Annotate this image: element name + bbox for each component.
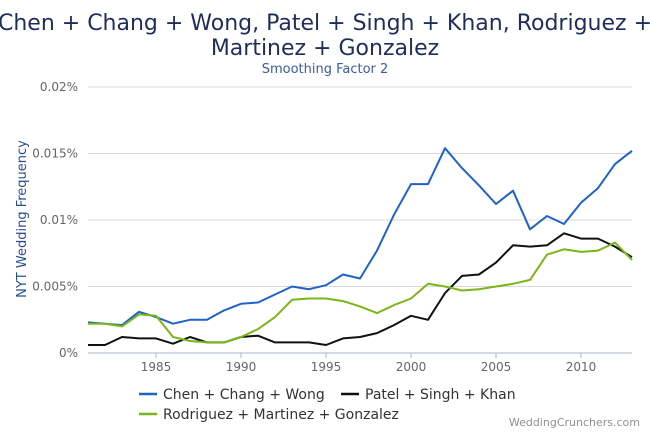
y-tick-label: 0.015%	[32, 147, 78, 161]
y-tick-label: 0.02%	[40, 80, 78, 94]
legend[interactable]: Chen + Chang + Wong Patel + Singh + Khan R…	[139, 387, 516, 423]
y-tick-label: 0.005%	[32, 280, 78, 294]
legend-item[interactable]: Chen + Chang + Wong	[139, 387, 325, 403]
axes: 0% 0.005% 0.01% 0.015% 0.02% 1985 1990 1995 2000…	[32, 80, 632, 374]
x-tick-label: 2000	[396, 360, 427, 374]
series-line[interactable]	[88, 241, 633, 344]
chart-title-line-1: Chen + Chang + Wong, Patel + Singh + Kha…	[0, 11, 650, 36]
x-tick-label: 1985	[141, 360, 172, 374]
x-tick-label: 1990	[226, 360, 257, 374]
series-line[interactable]	[88, 232, 633, 346]
chart-title: Chen + Chang + Wong, Patel + Singh + Kha…	[0, 11, 650, 61]
chart-title-line-2: Martinez + Gonzalez	[211, 36, 439, 61]
y-tick-label: 0.01%	[40, 213, 78, 227]
y-tick-label: 0%	[59, 346, 78, 360]
x-tick-label: 2005	[481, 360, 512, 374]
credit-text[interactable]: WeddingCrunchers.com	[509, 416, 640, 429]
series-line[interactable]	[87, 147, 633, 327]
legend-label: Rodriguez + Martinez + Gonzalez	[163, 407, 399, 423]
x-tick-label: 2010	[566, 360, 597, 374]
legend-label: Chen + Chang + Wong	[163, 387, 325, 403]
gridlines	[88, 86, 632, 287]
legend-item[interactable]: Rodriguez + Martinez + Gonzalez	[139, 407, 399, 423]
legend-item[interactable]: Patel + Singh + Khan	[341, 387, 516, 403]
x-tick-label: 1995	[311, 360, 342, 374]
y-axis-label: NYT Wedding Frequency	[15, 140, 30, 298]
chart-subtitle: Smoothing Factor 2	[262, 62, 389, 77]
series-lines	[87, 147, 633, 346]
legend-label: Patel + Singh + Khan	[365, 387, 516, 403]
